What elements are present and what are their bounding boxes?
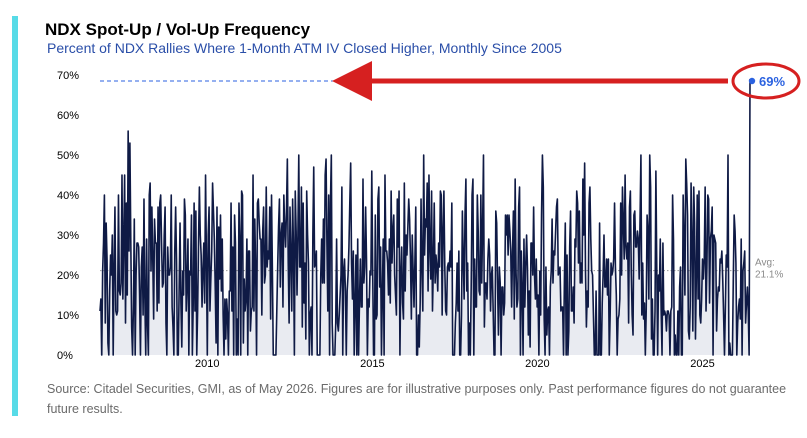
accent-bar <box>12 16 18 416</box>
chart-title: NDX Spot-Up / Vol-Up Frequency <box>45 20 311 39</box>
series-line <box>99 78 751 356</box>
y-tick-label: 20% <box>57 270 79 282</box>
latest-point <box>748 77 756 85</box>
x-tick-label: 2025 <box>690 358 714 370</box>
x-tick-label: 2010 <box>195 358 219 370</box>
x-tick-label: 2020 <box>525 358 549 370</box>
x-tick-label: 2015 <box>360 358 384 370</box>
y-tick-label: 40% <box>57 190 79 202</box>
average-value: 21.1% <box>755 270 783 281</box>
y-tick-label: 0% <box>57 350 73 362</box>
y-tick-label: 10% <box>57 310 79 322</box>
y-tick-label: 60% <box>57 110 79 122</box>
source-note: Source: Citadel Securities, GMI, as of M… <box>47 382 787 416</box>
y-tick-label: 70% <box>57 70 79 82</box>
chart-subtitle: Percent of NDX Rallies Where 1-Month ATM… <box>47 40 562 56</box>
x-axis: 2010 2015 2020 2025 <box>195 358 715 370</box>
y-tick-label: 30% <box>57 230 79 242</box>
highlight-circle <box>731 62 801 100</box>
y-tick-label: 50% <box>57 150 79 162</box>
average-label: Avg: <box>755 258 775 269</box>
y-axis: 0% 10% 20% 30% 40% 50% 60% 70% <box>57 70 79 362</box>
latest-value-label: 69% <box>759 74 785 89</box>
